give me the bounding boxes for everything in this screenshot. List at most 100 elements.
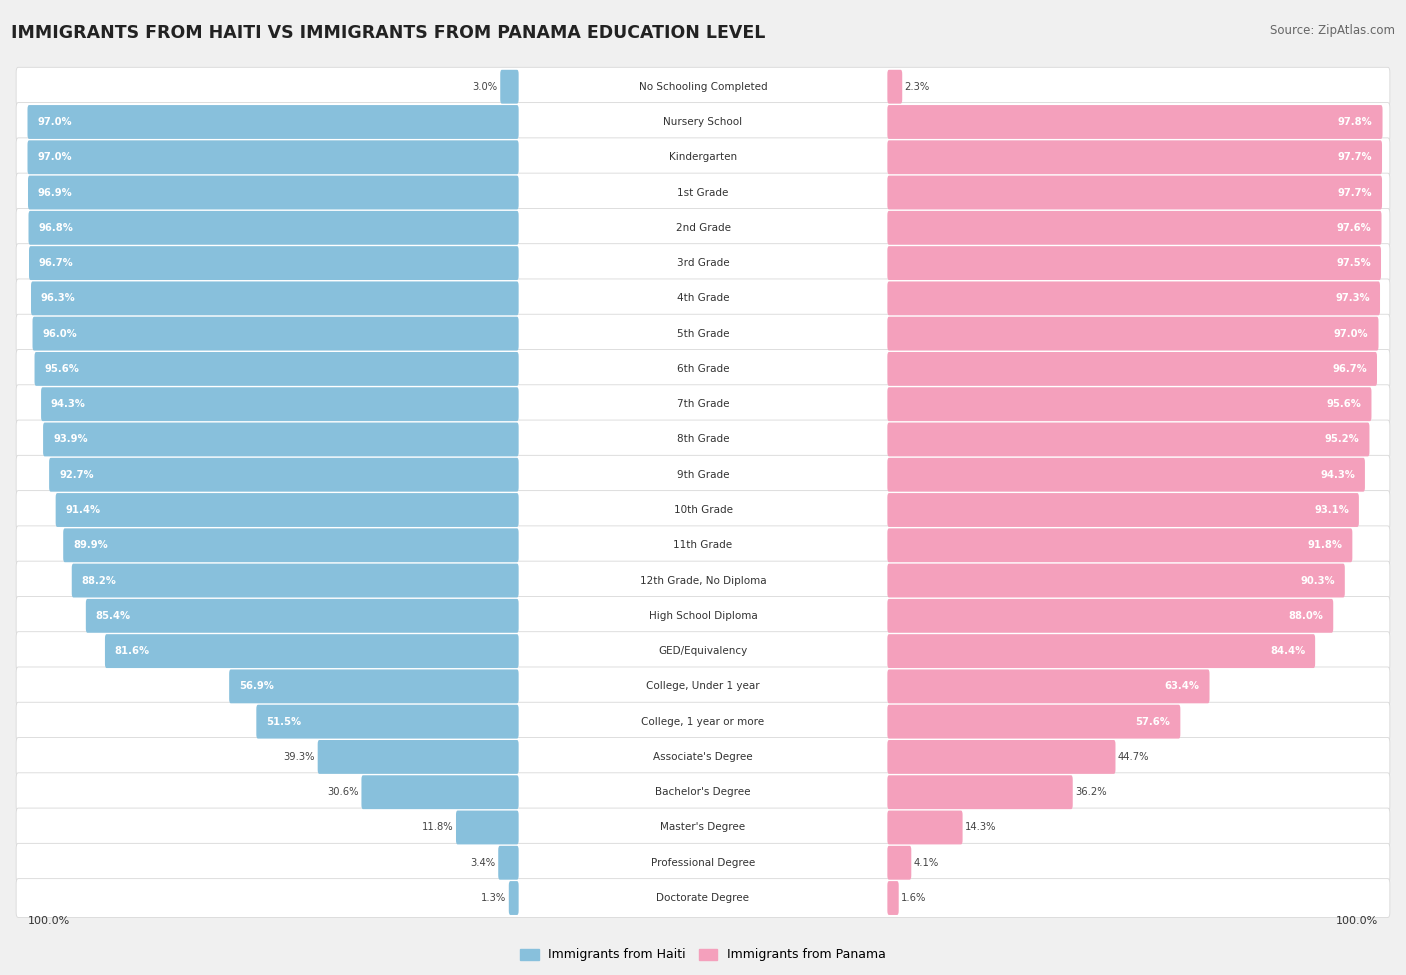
Text: 96.8%: 96.8% <box>38 223 73 233</box>
FancyBboxPatch shape <box>105 634 519 668</box>
Text: 11.8%: 11.8% <box>422 823 454 833</box>
FancyBboxPatch shape <box>15 597 1391 636</box>
Text: 95.2%: 95.2% <box>1324 435 1360 445</box>
FancyBboxPatch shape <box>887 105 1382 138</box>
Text: Associate's Degree: Associate's Degree <box>654 752 752 761</box>
Text: 93.1%: 93.1% <box>1315 505 1348 515</box>
Text: 1st Grade: 1st Grade <box>678 187 728 198</box>
Text: 88.0%: 88.0% <box>1288 610 1323 621</box>
FancyBboxPatch shape <box>15 667 1391 706</box>
FancyBboxPatch shape <box>887 810 963 844</box>
Text: 39.3%: 39.3% <box>284 752 315 761</box>
FancyBboxPatch shape <box>15 385 1391 423</box>
Text: 44.7%: 44.7% <box>1118 752 1150 761</box>
FancyBboxPatch shape <box>887 70 903 103</box>
Text: 96.0%: 96.0% <box>42 329 77 338</box>
FancyBboxPatch shape <box>887 387 1371 421</box>
FancyBboxPatch shape <box>15 632 1391 671</box>
FancyBboxPatch shape <box>31 282 519 315</box>
Text: IMMIGRANTS FROM HAITI VS IMMIGRANTS FROM PANAMA EDUCATION LEVEL: IMMIGRANTS FROM HAITI VS IMMIGRANTS FROM… <box>11 24 766 42</box>
Text: 7th Grade: 7th Grade <box>676 399 730 410</box>
FancyBboxPatch shape <box>32 317 519 351</box>
FancyBboxPatch shape <box>56 493 519 526</box>
Text: 96.9%: 96.9% <box>38 187 73 198</box>
FancyBboxPatch shape <box>86 599 519 633</box>
Text: 96.3%: 96.3% <box>41 293 76 303</box>
Text: 100.0%: 100.0% <box>1336 916 1378 926</box>
FancyBboxPatch shape <box>35 352 519 386</box>
FancyBboxPatch shape <box>318 740 519 774</box>
FancyBboxPatch shape <box>15 67 1391 106</box>
FancyBboxPatch shape <box>256 705 519 739</box>
Text: Doctorate Degree: Doctorate Degree <box>657 893 749 903</box>
Text: 1.6%: 1.6% <box>901 893 927 903</box>
Text: 3.0%: 3.0% <box>472 82 498 92</box>
FancyBboxPatch shape <box>887 705 1181 739</box>
FancyBboxPatch shape <box>15 808 1391 847</box>
Text: Professional Degree: Professional Degree <box>651 858 755 868</box>
FancyBboxPatch shape <box>229 670 519 703</box>
Text: 97.8%: 97.8% <box>1339 117 1372 127</box>
FancyBboxPatch shape <box>887 458 1365 491</box>
Text: Kindergarten: Kindergarten <box>669 152 737 162</box>
Text: 30.6%: 30.6% <box>328 787 359 798</box>
Text: 97.3%: 97.3% <box>1336 293 1369 303</box>
Text: 100.0%: 100.0% <box>28 916 70 926</box>
Text: 97.5%: 97.5% <box>1336 258 1371 268</box>
FancyBboxPatch shape <box>887 211 1382 245</box>
FancyBboxPatch shape <box>15 737 1391 776</box>
Text: 3.4%: 3.4% <box>471 858 496 868</box>
Text: 92.7%: 92.7% <box>59 470 94 480</box>
Text: Bachelor's Degree: Bachelor's Degree <box>655 787 751 798</box>
FancyBboxPatch shape <box>887 670 1209 703</box>
Text: 56.9%: 56.9% <box>239 682 274 691</box>
Text: 97.0%: 97.0% <box>38 117 72 127</box>
FancyBboxPatch shape <box>887 282 1381 315</box>
Text: 2.3%: 2.3% <box>904 82 929 92</box>
Text: 5th Grade: 5th Grade <box>676 329 730 338</box>
Text: 4.1%: 4.1% <box>914 858 939 868</box>
Text: 63.4%: 63.4% <box>1164 682 1199 691</box>
FancyBboxPatch shape <box>15 562 1391 600</box>
Text: GED/Equivalency: GED/Equivalency <box>658 646 748 656</box>
FancyBboxPatch shape <box>15 174 1391 212</box>
FancyBboxPatch shape <box>509 881 519 915</box>
FancyBboxPatch shape <box>887 634 1315 668</box>
FancyBboxPatch shape <box>28 176 519 210</box>
Text: 89.9%: 89.9% <box>73 540 108 550</box>
Text: 6th Grade: 6th Grade <box>676 364 730 374</box>
Text: 57.6%: 57.6% <box>1136 717 1170 726</box>
FancyBboxPatch shape <box>887 493 1358 526</box>
Text: 88.2%: 88.2% <box>82 575 117 586</box>
FancyBboxPatch shape <box>15 314 1391 353</box>
FancyBboxPatch shape <box>15 420 1391 459</box>
Text: 97.7%: 97.7% <box>1337 152 1372 162</box>
FancyBboxPatch shape <box>28 140 519 175</box>
FancyBboxPatch shape <box>15 349 1391 388</box>
FancyBboxPatch shape <box>15 209 1391 248</box>
Text: 4th Grade: 4th Grade <box>676 293 730 303</box>
Text: 85.4%: 85.4% <box>96 610 131 621</box>
Text: 36.2%: 36.2% <box>1076 787 1107 798</box>
FancyBboxPatch shape <box>887 317 1378 351</box>
FancyBboxPatch shape <box>15 244 1391 283</box>
FancyBboxPatch shape <box>887 740 1115 774</box>
FancyBboxPatch shape <box>30 246 519 280</box>
Text: 91.8%: 91.8% <box>1308 540 1343 550</box>
Text: 8th Grade: 8th Grade <box>676 435 730 445</box>
Text: 84.4%: 84.4% <box>1270 646 1305 656</box>
Text: 90.3%: 90.3% <box>1301 575 1334 586</box>
Text: 93.9%: 93.9% <box>53 435 87 445</box>
Text: 97.0%: 97.0% <box>1334 329 1368 338</box>
FancyBboxPatch shape <box>63 528 519 563</box>
FancyBboxPatch shape <box>887 422 1369 456</box>
FancyBboxPatch shape <box>501 70 519 103</box>
FancyBboxPatch shape <box>887 599 1333 633</box>
Text: 97.6%: 97.6% <box>1337 223 1372 233</box>
Text: 91.4%: 91.4% <box>66 505 101 515</box>
FancyBboxPatch shape <box>887 176 1382 210</box>
FancyBboxPatch shape <box>887 846 911 879</box>
Text: 1.3%: 1.3% <box>481 893 506 903</box>
Text: 10th Grade: 10th Grade <box>673 505 733 515</box>
FancyBboxPatch shape <box>887 140 1382 175</box>
